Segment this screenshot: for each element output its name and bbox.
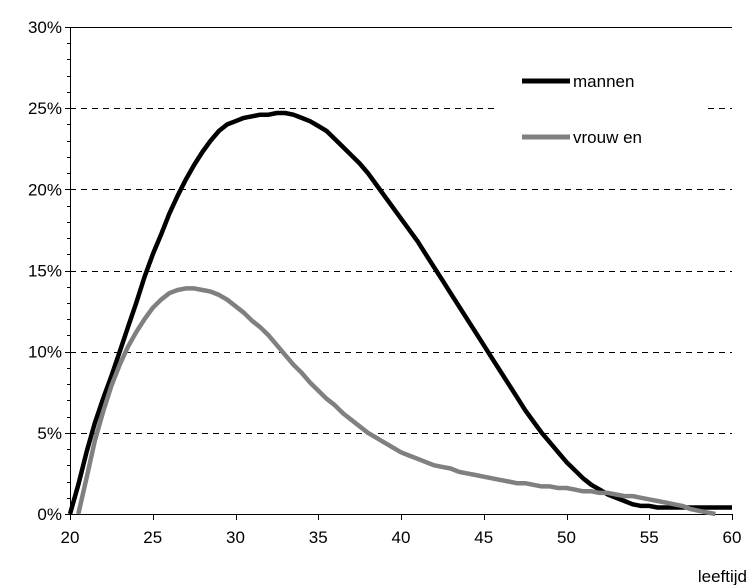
x-axis-label: leeftijd (698, 567, 747, 585)
y-tick-label: 25% (28, 99, 62, 118)
x-tick-label: 40 (392, 528, 411, 547)
y-tick-label: 15% (28, 262, 62, 281)
y-tick-label: 10% (28, 343, 62, 362)
y-tick-label: 5% (37, 424, 62, 443)
series-line-mannen (67, 110, 732, 515)
y-tick-label: 20% (28, 180, 62, 199)
x-tick-label: 55 (640, 528, 659, 547)
x-tick-label: 45 (474, 528, 493, 547)
x-tick-label: 20 (61, 528, 80, 547)
x-tick-label: 35 (309, 528, 328, 547)
series-line-vrouwen (76, 286, 716, 517)
x-tick-label: 30 (226, 528, 245, 547)
legend-label-vrouwen: vrouw en (573, 128, 642, 147)
x-tick-label: 60 (723, 528, 742, 547)
x-tick-label: 50 (557, 528, 576, 547)
legend-label-mannen: mannen (573, 72, 634, 91)
y-tick-label: 30% (28, 18, 62, 37)
legend: mannen vrouw en (495, 58, 705, 185)
series-lines (67, 110, 732, 517)
tick-labels: 0% 5% 10% 15% 20% 25% 30% 20 25 30 35 40 45 50 55 60 (28, 18, 741, 547)
y-tick-label: 0% (37, 505, 62, 524)
axes (65, 27, 733, 520)
x-tick-label: 25 (143, 528, 162, 547)
